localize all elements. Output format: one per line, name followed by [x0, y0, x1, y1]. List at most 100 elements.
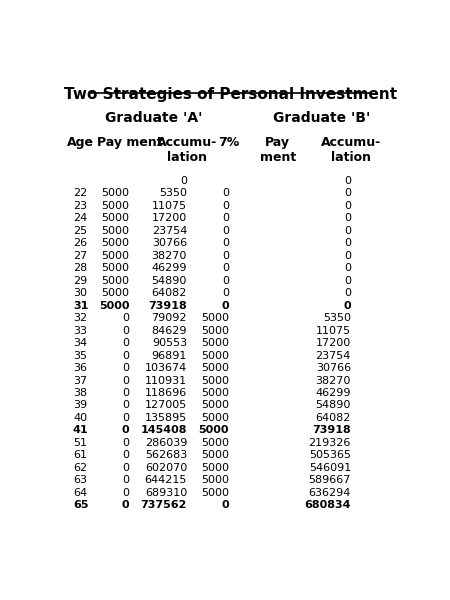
- Text: Graduate 'B': Graduate 'B': [273, 111, 370, 125]
- Text: 0: 0: [122, 438, 130, 448]
- Text: 0: 0: [222, 288, 229, 298]
- Text: 546091: 546091: [309, 463, 351, 473]
- Text: 118696: 118696: [145, 388, 187, 398]
- Text: 5000: 5000: [201, 338, 229, 348]
- Text: 62: 62: [74, 463, 88, 473]
- Text: 0: 0: [344, 238, 351, 248]
- Text: 0: 0: [343, 301, 351, 311]
- Text: 5000: 5000: [201, 326, 229, 335]
- Text: Two Strategies of Personal Investment: Two Strategies of Personal Investment: [64, 87, 397, 102]
- Text: 737562: 737562: [141, 500, 187, 510]
- Text: 84629: 84629: [152, 326, 187, 335]
- Text: 0: 0: [344, 201, 351, 211]
- Text: 96891: 96891: [152, 350, 187, 361]
- Text: 73918: 73918: [312, 425, 351, 436]
- Text: 0: 0: [344, 276, 351, 286]
- Text: 30: 30: [74, 288, 88, 298]
- Text: 5000: 5000: [201, 451, 229, 460]
- Text: 602070: 602070: [145, 463, 187, 473]
- Text: 39: 39: [74, 400, 88, 410]
- Text: 27: 27: [73, 251, 88, 261]
- Text: Graduate 'A': Graduate 'A': [105, 111, 202, 125]
- Text: 5000: 5000: [102, 188, 130, 199]
- Text: 0: 0: [122, 500, 130, 510]
- Text: 17200: 17200: [316, 338, 351, 348]
- Text: 30766: 30766: [316, 363, 351, 373]
- Text: 505365: 505365: [309, 451, 351, 460]
- Text: 23: 23: [74, 201, 88, 211]
- Text: 0: 0: [122, 425, 130, 436]
- Text: 5000: 5000: [102, 201, 130, 211]
- Text: 0: 0: [344, 188, 351, 199]
- Text: 0: 0: [122, 338, 130, 348]
- Text: 5000: 5000: [201, 438, 229, 448]
- Text: 30766: 30766: [152, 238, 187, 248]
- Text: 0: 0: [122, 413, 130, 423]
- Text: 0: 0: [221, 301, 229, 311]
- Text: 0: 0: [222, 214, 229, 223]
- Text: 0: 0: [122, 463, 130, 473]
- Text: 689310: 689310: [145, 488, 187, 498]
- Text: 5000: 5000: [201, 376, 229, 386]
- Text: 64082: 64082: [315, 413, 351, 423]
- Text: Accumu-
lation: Accumu- lation: [157, 136, 217, 164]
- Text: 0: 0: [180, 176, 187, 186]
- Text: 0: 0: [344, 176, 351, 186]
- Text: 51: 51: [74, 438, 88, 448]
- Text: 0: 0: [122, 475, 130, 485]
- Text: 0: 0: [344, 226, 351, 236]
- Text: 5000: 5000: [102, 288, 130, 298]
- Text: 562683: 562683: [145, 451, 187, 460]
- Text: 0: 0: [344, 251, 351, 261]
- Text: 28: 28: [73, 263, 88, 273]
- Text: 5000: 5000: [201, 400, 229, 410]
- Text: 5000: 5000: [198, 425, 229, 436]
- Text: 5350: 5350: [323, 313, 351, 323]
- Text: 5000: 5000: [102, 251, 130, 261]
- Text: 5000: 5000: [201, 350, 229, 361]
- Text: 11075: 11075: [152, 201, 187, 211]
- Text: 34: 34: [74, 338, 88, 348]
- Text: 41: 41: [73, 425, 89, 436]
- Text: 17200: 17200: [152, 214, 187, 223]
- Text: 644215: 644215: [144, 475, 187, 485]
- Text: 0: 0: [122, 313, 130, 323]
- Text: 38270: 38270: [152, 251, 187, 261]
- Text: 46299: 46299: [315, 388, 351, 398]
- Text: Pay
ment: Pay ment: [260, 136, 296, 164]
- Text: 33: 33: [74, 326, 88, 335]
- Text: 5000: 5000: [102, 226, 130, 236]
- Text: 0: 0: [122, 376, 130, 386]
- Text: 0: 0: [122, 451, 130, 460]
- Text: 0: 0: [222, 238, 229, 248]
- Text: 5000: 5000: [201, 463, 229, 473]
- Text: 0: 0: [344, 263, 351, 273]
- Text: 0: 0: [222, 188, 229, 199]
- Text: 0: 0: [122, 488, 130, 498]
- Text: 5000: 5000: [102, 276, 130, 286]
- Text: 24: 24: [73, 214, 88, 223]
- Text: 5000: 5000: [201, 488, 229, 498]
- Text: 0: 0: [122, 388, 130, 398]
- Text: 5000: 5000: [201, 313, 229, 323]
- Text: 64082: 64082: [152, 288, 187, 298]
- Text: 219326: 219326: [309, 438, 351, 448]
- Text: 38270: 38270: [315, 376, 351, 386]
- Text: 25: 25: [74, 226, 88, 236]
- Text: 61: 61: [74, 451, 88, 460]
- Text: 29: 29: [73, 276, 88, 286]
- Text: 23754: 23754: [152, 226, 187, 236]
- Text: 63: 63: [74, 475, 88, 485]
- Text: 103674: 103674: [145, 363, 187, 373]
- Text: 0: 0: [221, 500, 229, 510]
- Text: 54890: 54890: [315, 400, 351, 410]
- Text: 589667: 589667: [309, 475, 351, 485]
- Text: 5000: 5000: [201, 475, 229, 485]
- Text: 32: 32: [74, 313, 88, 323]
- Text: 0: 0: [344, 214, 351, 223]
- Text: 26: 26: [74, 238, 88, 248]
- Text: 0: 0: [344, 288, 351, 298]
- Text: 5000: 5000: [102, 263, 130, 273]
- Text: 46299: 46299: [152, 263, 187, 273]
- Text: 5000: 5000: [201, 388, 229, 398]
